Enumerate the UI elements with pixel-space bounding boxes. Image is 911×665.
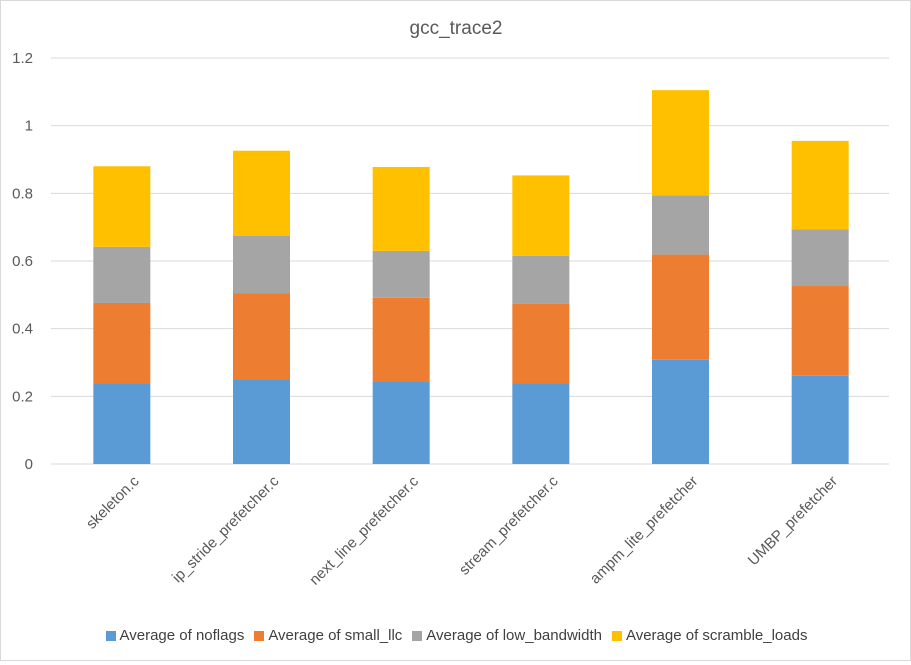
legend: Average of noflags Average of small_llc Av… xyxy=(1,627,911,644)
x-tick-label: next_line_prefetcher.c xyxy=(306,472,422,588)
bars xyxy=(93,90,849,464)
bar-segment xyxy=(93,383,151,464)
legend-label: Average of small_llc xyxy=(268,627,403,644)
legend-swatch xyxy=(105,630,116,641)
y-tick-label: 0.6 xyxy=(12,253,33,270)
legend-label: Average of noflags xyxy=(119,627,245,644)
legend-item: Average of small_llc xyxy=(254,627,402,644)
x-tick-label: stream_prefetcher.c xyxy=(456,472,562,578)
x-tick-label: ip_stride_prefetcher.c xyxy=(169,472,283,586)
bar-segment xyxy=(512,255,570,304)
legend-swatch xyxy=(412,630,423,641)
x-tick-label: UMBP_prefetcher xyxy=(745,473,841,569)
y-axis-tick-labels: 0 0.2 0.4 0.6 0.8 1 1.2 xyxy=(12,50,33,473)
y-tick-label: 1.2 xyxy=(12,50,33,67)
bar-segment xyxy=(233,235,290,294)
bar-segment xyxy=(93,166,151,247)
bar-segment xyxy=(372,381,430,464)
bar-segment xyxy=(372,166,430,251)
bar-segment xyxy=(512,383,570,464)
bar-segment xyxy=(652,195,709,255)
y-tick-label: 0.4 xyxy=(12,321,33,338)
y-tick-label: 0.2 xyxy=(12,388,33,405)
bar-segment xyxy=(652,254,709,360)
legend-label: Average of low_bandwidth xyxy=(426,627,602,644)
legend-item: Average of noflags xyxy=(105,627,245,644)
bar-segment xyxy=(652,90,709,196)
legend-swatch xyxy=(611,630,622,641)
bar-segment xyxy=(93,246,151,303)
bar-segment xyxy=(233,150,290,236)
bar-segment xyxy=(512,303,570,384)
bar-segment xyxy=(372,297,430,382)
bar-segment xyxy=(791,229,849,287)
legend-label: Average of scramble_loads xyxy=(625,627,808,644)
bar-segment xyxy=(652,359,709,464)
x-tick-label: skeleton.c xyxy=(83,472,143,532)
bar-segment xyxy=(512,175,570,256)
bar-segment xyxy=(93,302,151,384)
legend-item: Average of scramble_loads xyxy=(611,627,808,644)
y-tick-label: 1 xyxy=(25,118,33,135)
legend-item: Average of low_bandwidth xyxy=(412,627,602,644)
chart-title: gcc_trace2 xyxy=(410,18,503,39)
bar-segment xyxy=(791,286,849,376)
bar-segment xyxy=(372,250,430,298)
x-tick-label: ampm_lite_prefetcher xyxy=(587,473,702,588)
bar-segment xyxy=(233,293,290,380)
y-tick-label: 0 xyxy=(25,456,33,473)
y-tick-label: 0.8 xyxy=(12,185,33,202)
bar-segment xyxy=(791,375,849,464)
gridlines xyxy=(51,57,889,465)
bar-segment xyxy=(233,379,290,464)
x-axis-tick-labels: skeleton.c ip_stride_prefetcher.c next_lin… xyxy=(83,472,841,588)
legend-swatch xyxy=(254,630,265,641)
bar-segment xyxy=(791,140,849,230)
